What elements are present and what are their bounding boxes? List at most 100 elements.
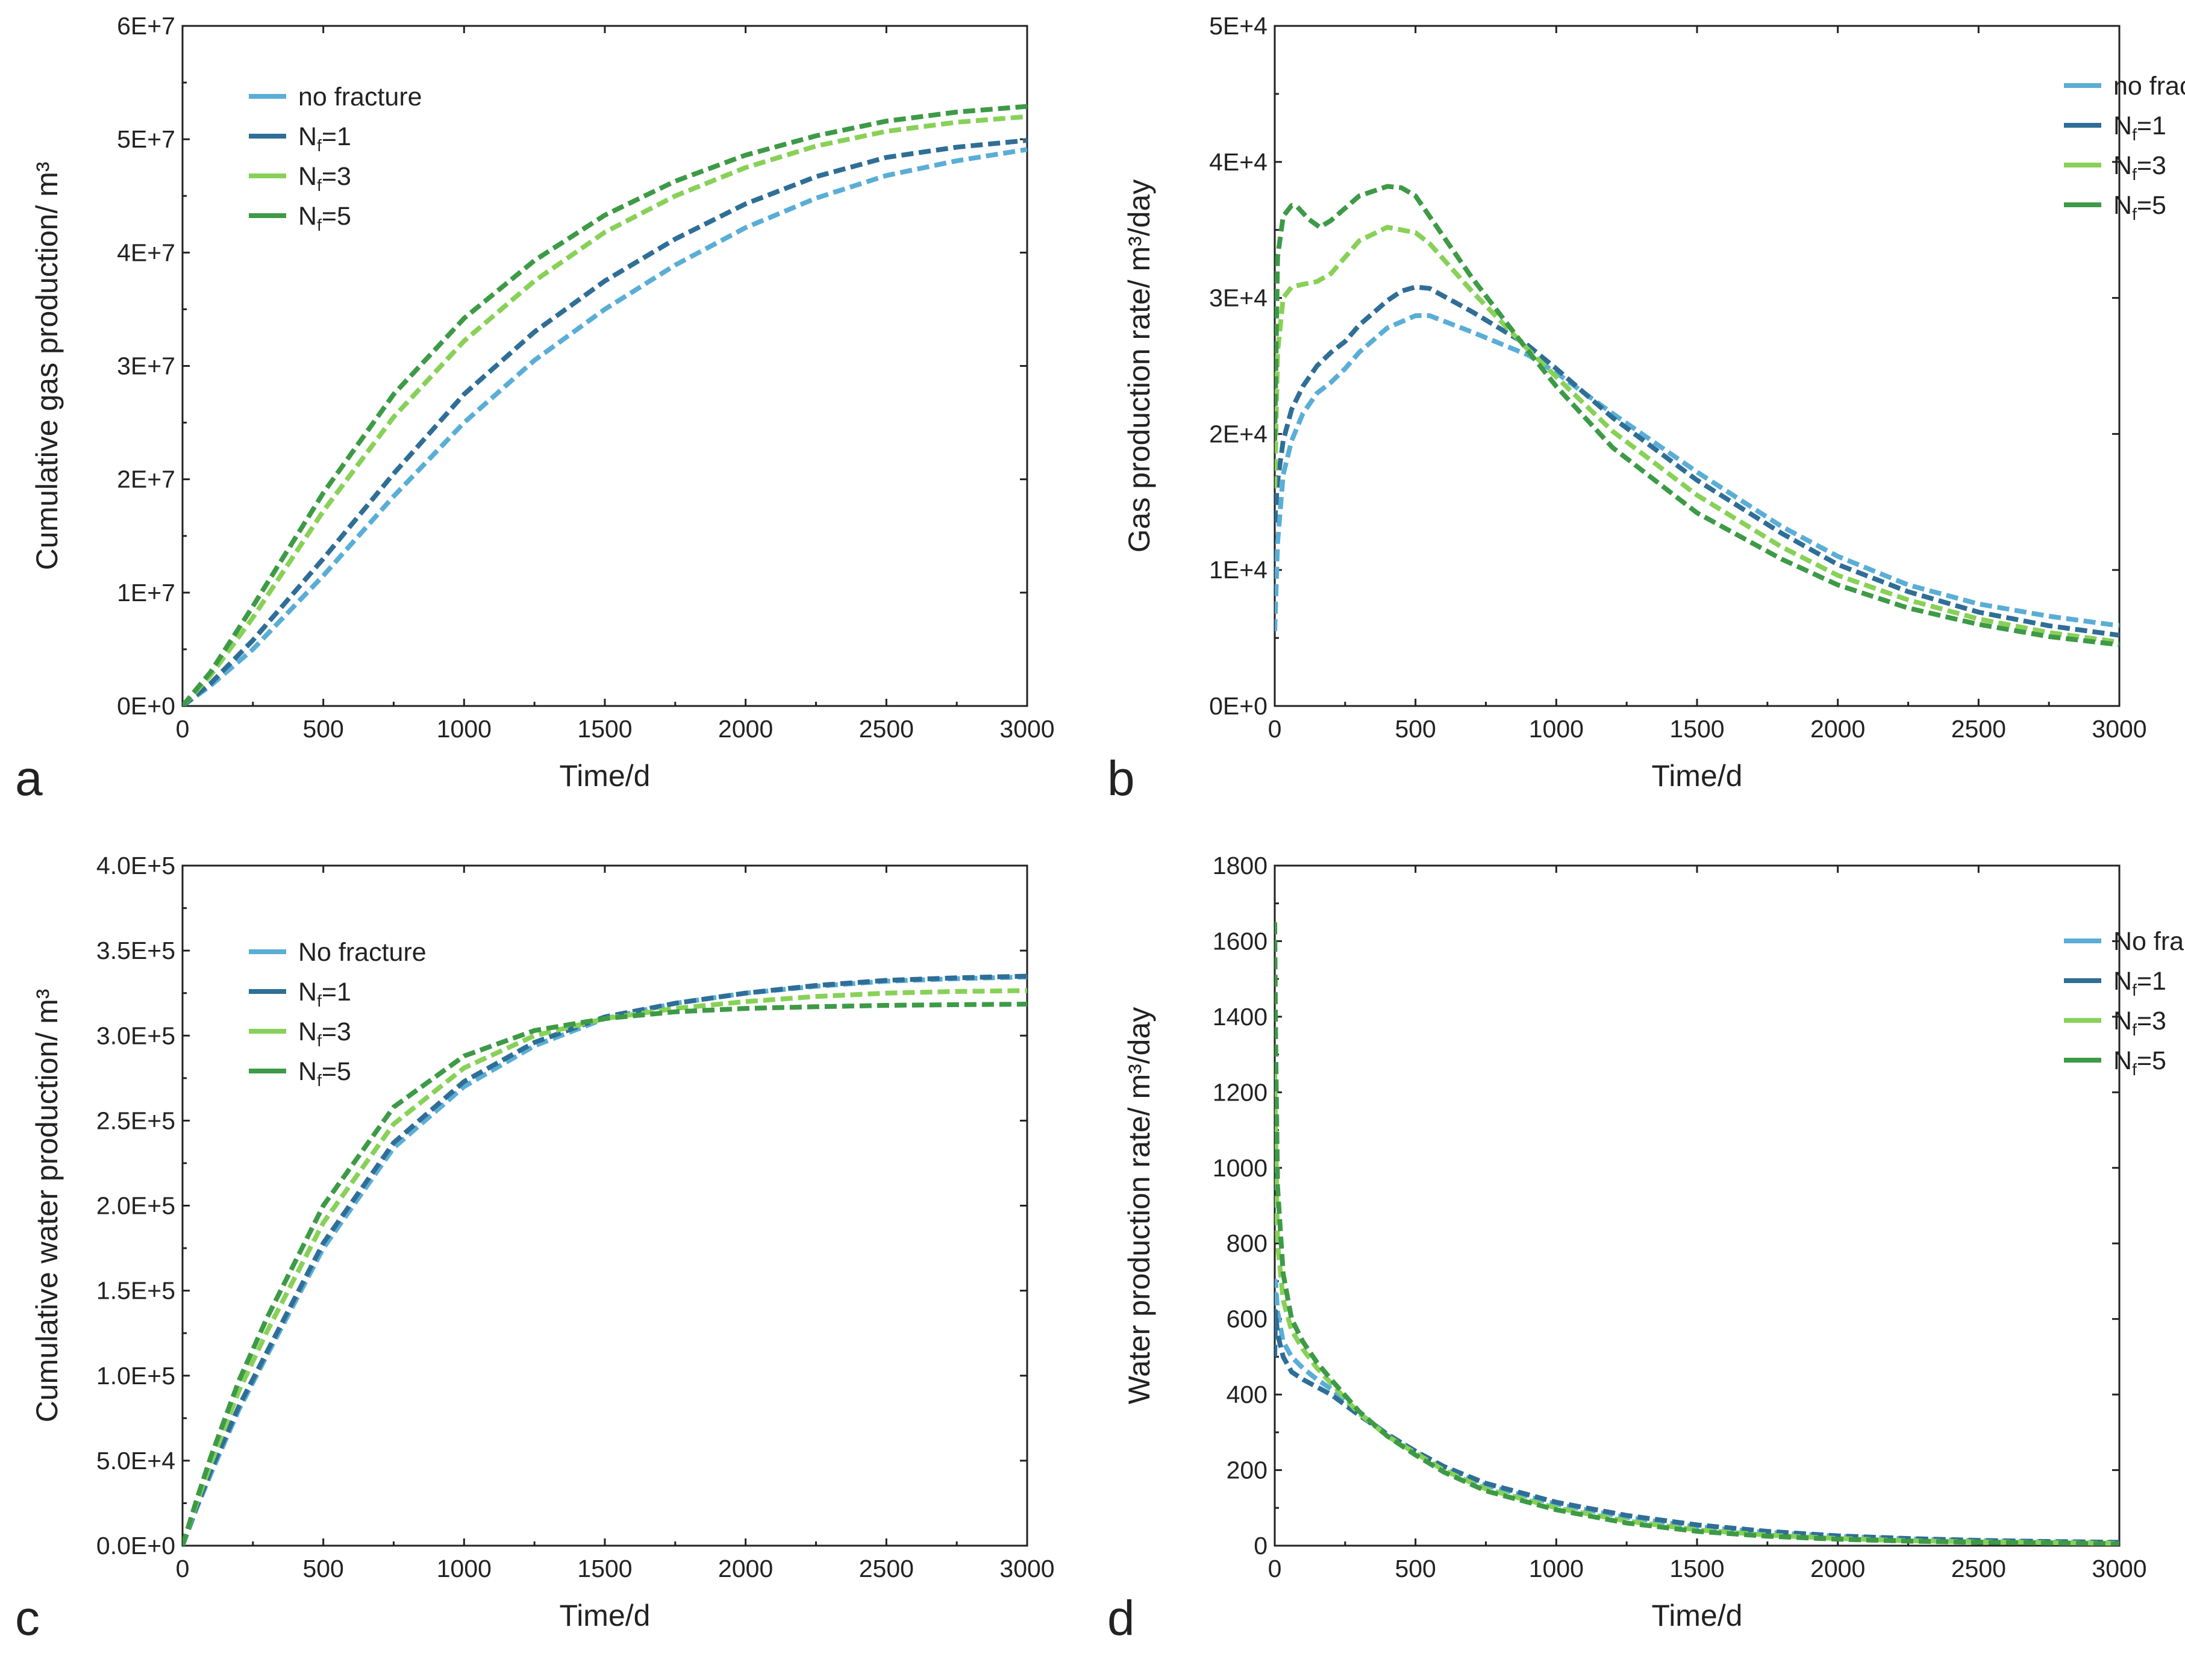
legend-suffix: =1 [322,978,351,1007]
legend-name: N [2113,1046,2132,1075]
x-tick-label: 2000 [718,1555,773,1582]
x-tick-label: 3000 [999,715,1054,743]
legend-subscript: f [317,1071,322,1090]
legend-subscript: f [317,1031,322,1050]
x-axis-title: Time/d [1652,759,1743,793]
legend-entry: Nf=5 [2113,191,2166,223]
series-line-2 [183,114,1027,706]
y-tick-label: 200 [1227,1457,1268,1484]
y-tick-label: 4E+4 [1209,148,1268,176]
series-line-1 [1275,284,2119,638]
y-tick-label: 3.5E+5 [96,937,175,964]
x-tick-label: 500 [1395,1555,1436,1582]
panel-letter: c [15,1591,40,1646]
x-tick-label: 2500 [859,1555,914,1582]
series-line-0 [1275,1278,2119,1545]
panel-letter: a [15,751,43,806]
legend-suffix: =3 [2137,1007,2166,1035]
legend-entry: no fracture [2113,72,2185,101]
series-line-1 [183,138,1027,706]
legend-subscript: f [317,991,322,1010]
y-tick-label: 1E+4 [1209,556,1268,584]
y-tick-label: 400 [1227,1381,1268,1408]
legend-entry: No fracture [2113,927,2185,956]
legend-name: N [298,202,317,231]
y-tick-label: 800 [1227,1229,1268,1257]
legend-suffix: =5 [2137,191,2166,220]
series-line-0 [183,147,1027,706]
legend-subscript: f [2132,165,2137,184]
x-axis-title: Time/d [560,759,651,793]
x-tick-label: 500 [1395,715,1436,743]
y-tick-label: 1600 [1213,927,1268,955]
y-tick-label: 600 [1227,1305,1268,1333]
plot-frame [181,864,1028,1547]
series-line-2 [183,988,1027,1546]
chart-panel-c: 0 500 1000 1500 2000 2500 3000 0.0E+0 5.0E+4 1.0E… [0,840,1092,1679]
legend-suffix: =1 [322,122,351,151]
y-axis-title: Cumulative gas production/ m³ [30,161,64,570]
water-rate-chart: 0 500 1000 1500 2000 2500 3000 0 200 400 600 800 100… [1107,852,2185,1646]
y-tick-label: 2E+7 [117,466,175,493]
legend-name: N [298,122,317,151]
x-tick-label: 2000 [1810,715,1865,743]
panel-letter: b [1107,751,1135,806]
y-tick-label: 0E+0 [117,692,175,720]
series-line-3 [1275,922,2119,1546]
legend-entry: Nf=5 [298,202,351,234]
panel-letter: d [1107,1591,1135,1646]
y-axis-title: Water production rate/ m³/day [1122,1007,1156,1405]
legend-name: N [2113,151,2132,180]
legend-entry: no fracture [298,83,422,111]
legend-name: no fracture [298,83,422,111]
legend-suffix: =3 [322,162,351,191]
legend-entry: Nf=1 [298,978,351,1010]
y-tick-label: 3E+7 [117,352,175,380]
series-line-3 [183,1002,1027,1546]
legend-name: N [298,1017,317,1046]
x-tick-label: 1000 [1529,1555,1584,1582]
chart-panel-b: 0 500 1000 1500 2000 2500 3000 0E+0 1E+4 2E+4 3E+4… [1092,0,2185,840]
y-tick-label: 5.0E+4 [96,1447,175,1475]
legend-entry: No fracture [298,938,427,967]
series-group [183,104,1027,706]
legend-name: No fracture [2113,927,2185,956]
x-tick-label: 500 [302,1555,343,1582]
legend-name: no fracture [2113,72,2185,101]
y-tick-label: 1.5E+5 [96,1277,175,1305]
legend-name: N [2113,1007,2132,1035]
legend-subscript: f [2132,125,2137,144]
series-group [1275,922,2119,1546]
y-tick-label: 2E+4 [1209,420,1268,448]
x-tick-label: 2000 [1810,1555,1865,1582]
y-tick-label: 1.0E+5 [96,1362,175,1390]
legend-subscript: f [2132,1060,2137,1079]
legend-entry: Nf=5 [2113,1046,2166,1079]
legend-name: N [298,978,317,1007]
legend-entry: Nf=3 [2113,1007,2166,1039]
x-tick-label: 500 [302,715,343,743]
x-tick-label: 1000 [437,1555,492,1582]
legend-entry: Nf=1 [2113,111,2166,144]
chart-panel-a: 0 500 1000 1500 2000 2500 3000 0E+0 1E+7 2E+7 3E+7… [0,0,1092,840]
legend-suffix: =5 [2137,1046,2166,1075]
series-line-2 [1275,1073,2119,1546]
x-axis-title: Time/d [1652,1599,1743,1632]
legend-name: N [2113,191,2132,220]
y-axis-title: Gas production rate/ m³/day [1122,180,1156,553]
x-tick-label: 1500 [1669,715,1724,743]
series-line-3 [1275,184,2119,648]
legend-suffix: =1 [2137,967,2166,996]
y-tick-label: 3E+4 [1209,284,1268,312]
x-tick-label: 2000 [718,715,773,743]
legend-name: No fracture [298,938,427,967]
legend-suffix: =3 [2137,151,2166,180]
x-axis-title: Time/d [560,1599,651,1632]
legend-entry: Nf=3 [2113,151,2166,184]
y-axis-title: Cumulative water production/ m³ [30,989,64,1423]
series-line-3 [183,104,1027,706]
x-tick-label: 1000 [437,715,492,743]
legend-name: N [298,1057,317,1086]
y-tick-label: 1400 [1213,1003,1268,1031]
x-tick-label: 0 [1268,1555,1282,1582]
